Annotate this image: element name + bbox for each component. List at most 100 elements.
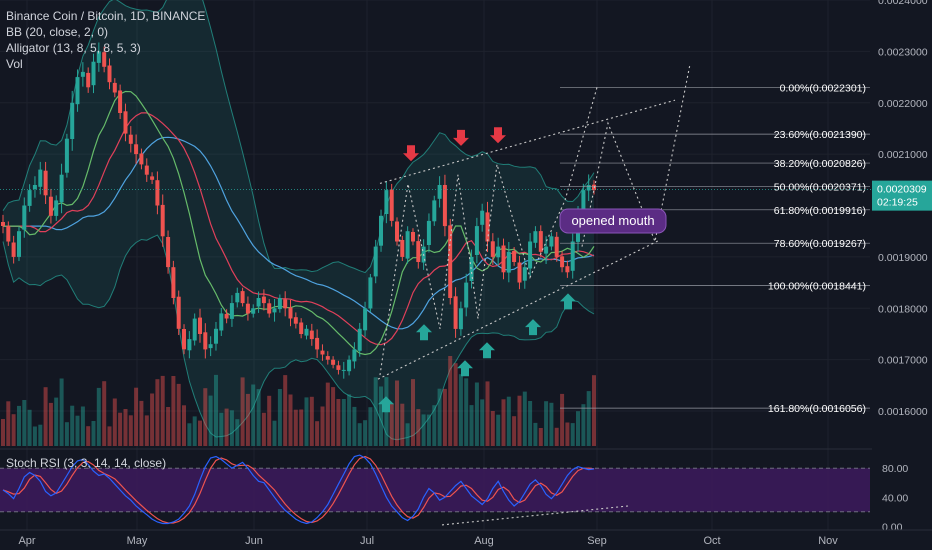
candle[interactable]: [224, 309, 229, 324]
candle[interactable]: [442, 174, 447, 237]
candle[interactable]: [570, 233, 575, 279]
arrow-up-icon[interactable]: [479, 342, 495, 359]
wave-pattern-line[interactable]: [379, 87, 598, 376]
stoch-trend-line[interactable]: [441, 505, 629, 526]
candle[interactable]: [522, 259, 527, 289]
month-tick-label[interactable]: May: [127, 535, 148, 547]
arrow-up-icon[interactable]: [457, 360, 473, 377]
candle[interactable]: [160, 194, 165, 247]
candle[interactable]: [219, 307, 224, 337]
candle[interactable]: [32, 176, 37, 198]
candle[interactable]: [54, 195, 59, 221]
candle[interactable]: [75, 69, 80, 112]
month-tick-label[interactable]: Sep: [587, 535, 607, 547]
candle[interactable]: [565, 260, 570, 278]
candle[interactable]: [304, 325, 309, 340]
candle[interactable]: [272, 298, 277, 322]
candle[interactable]: [485, 201, 490, 252]
candle[interactable]: [426, 213, 431, 253]
candle[interactable]: [43, 161, 48, 204]
candle[interactable]: [315, 329, 320, 358]
month-tick-label[interactable]: Apr: [18, 535, 35, 547]
candle[interactable]: [17, 227, 21, 262]
candle[interactable]: [11, 235, 16, 264]
candle[interactable]: [474, 217, 479, 264]
stoch-rsi-label[interactable]: Stoch RSI (3, 3, 14, 14, close): [6, 456, 167, 470]
candle[interactable]: [139, 148, 144, 170]
candle[interactable]: [102, 46, 107, 73]
candle[interactable]: [464, 273, 469, 317]
candle[interactable]: [373, 239, 378, 284]
candle[interactable]: [352, 342, 357, 369]
arrow-down-icon[interactable]: [403, 145, 419, 162]
candle[interactable]: [256, 291, 261, 313]
candle[interactable]: [549, 232, 554, 251]
candle[interactable]: [283, 291, 288, 317]
arrow-up-icon[interactable]: [525, 319, 541, 336]
candle[interactable]: [240, 287, 245, 307]
arrow-up-icon[interactable]: [560, 293, 576, 310]
month-tick-label[interactable]: Jun: [245, 535, 263, 547]
candle[interactable]: [458, 301, 463, 336]
candle[interactable]: [405, 226, 410, 264]
legend-alligator[interactable]: Alligator (13, 8, 5, 8, 5, 3): [6, 41, 141, 55]
candle[interactable]: [134, 134, 139, 164]
candle[interactable]: [384, 180, 389, 224]
candle[interactable]: [309, 323, 314, 346]
channel-upper-line[interactable]: [379, 99, 676, 184]
candle[interactable]: [506, 241, 511, 283]
annotation-opened-mouth[interactable]: opened mouth: [559, 208, 667, 234]
candle[interactable]: [299, 318, 304, 339]
candle[interactable]: [70, 90, 75, 151]
candle[interactable]: [363, 301, 368, 337]
candle[interactable]: [187, 331, 192, 359]
candle[interactable]: [128, 126, 133, 153]
candle[interactable]: [118, 84, 123, 119]
candle[interactable]: [512, 247, 517, 266]
candle[interactable]: [1, 214, 5, 234]
candle[interactable]: [357, 322, 362, 357]
legend-vol[interactable]: Vol: [6, 57, 23, 71]
candle[interactable]: [27, 184, 32, 212]
price-axis[interactable]: [872, 0, 932, 550]
candle[interactable]: [538, 225, 543, 258]
candle[interactable]: [64, 133, 69, 178]
candle[interactable]: [400, 235, 405, 261]
candle[interactable]: [586, 174, 591, 201]
candle[interactable]: [171, 260, 176, 305]
candle[interactable]: [277, 294, 282, 313]
candle[interactable]: [411, 228, 415, 246]
arrow-down-icon[interactable]: [453, 129, 469, 146]
candle[interactable]: [288, 299, 293, 327]
candle[interactable]: [235, 287, 240, 308]
candle[interactable]: [112, 78, 117, 98]
candle[interactable]: [395, 217, 399, 246]
candle[interactable]: [150, 172, 155, 184]
candle[interactable]: [453, 287, 458, 338]
candle[interactable]: [347, 355, 352, 376]
candle[interactable]: [320, 344, 325, 361]
candle[interactable]: [480, 203, 485, 232]
candle[interactable]: [245, 296, 250, 321]
candle[interactable]: [389, 183, 394, 227]
candle[interactable]: [91, 53, 96, 94]
candle[interactable]: [86, 67, 91, 93]
candle[interactable]: [517, 255, 522, 290]
candle[interactable]: [229, 295, 234, 327]
candle[interactable]: [501, 238, 506, 280]
candle[interactable]: [166, 230, 171, 274]
candle[interactable]: [192, 313, 197, 346]
candle[interactable]: [208, 336, 213, 357]
arrow-down-icon[interactable]: [490, 127, 506, 144]
candle[interactable]: [325, 351, 330, 365]
candle[interactable]: [261, 289, 266, 311]
month-tick-label[interactable]: Aug: [474, 535, 494, 547]
legend-bb[interactable]: BB (20, close, 2, 0): [6, 25, 109, 39]
candle[interactable]: [6, 221, 11, 246]
candle[interactable]: [107, 58, 112, 90]
candle[interactable]: [48, 188, 53, 224]
candle[interactable]: [533, 226, 538, 248]
candle[interactable]: [214, 321, 218, 351]
candle[interactable]: [528, 233, 533, 277]
